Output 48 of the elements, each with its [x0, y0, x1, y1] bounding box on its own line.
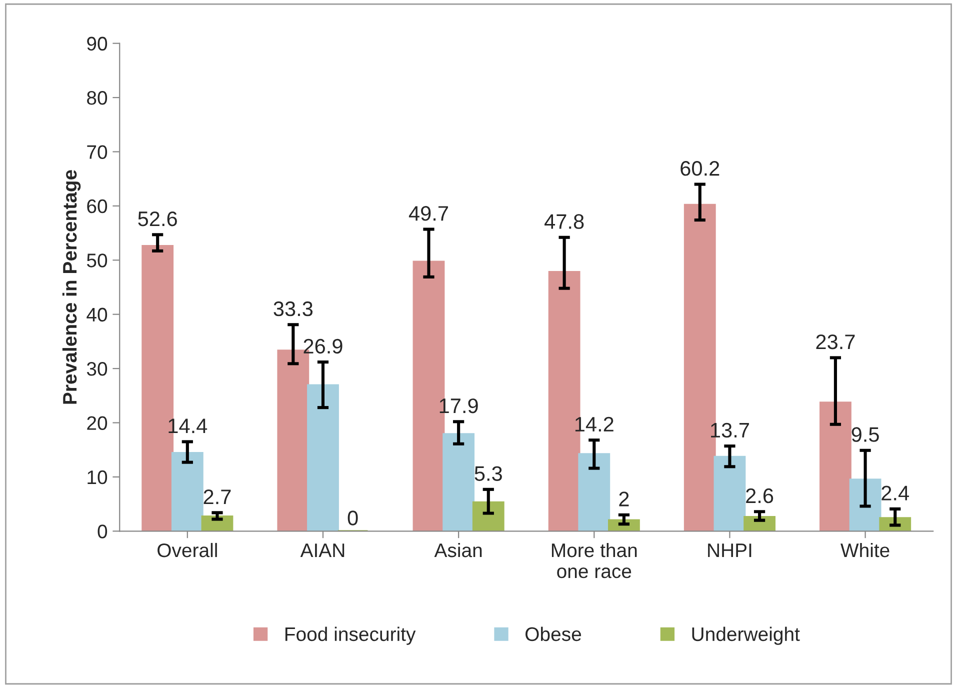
data-label: 49.7 — [408, 206, 448, 221]
x-tick-label: NHPI — [708, 544, 752, 558]
data-label: 2.6 — [746, 488, 774, 504]
x-tick-label: Overall — [158, 542, 217, 558]
y-axis-title: Prevalence in Percentage — [62, 170, 81, 404]
data-label: 9.5 — [852, 427, 879, 442]
data-label: 23.7 — [816, 334, 855, 350]
bar — [578, 453, 610, 532]
y-tick-label: 70 — [87, 145, 108, 159]
bar — [714, 456, 746, 532]
legend-label: Obese — [526, 626, 582, 642]
x-tick-label: AIAN — [300, 544, 344, 558]
bar — [472, 501, 504, 532]
data-label: 60.2 — [680, 161, 720, 176]
data-label: 17.9 — [440, 398, 478, 414]
y-tick-label: 20 — [87, 416, 108, 430]
y-tick-label: 50 — [86, 254, 108, 268]
data-label: 2.7 — [204, 490, 231, 504]
x-tick-label: White — [840, 542, 890, 558]
y-tick-label: 60 — [87, 199, 108, 214]
y-tick-label: 40 — [86, 308, 108, 322]
data-label: 5.3 — [474, 466, 502, 481]
data-label: 14.2 — [575, 416, 614, 432]
bar — [307, 384, 339, 532]
y-tick-label: 30 — [86, 362, 108, 376]
data-label: 2 — [619, 492, 629, 506]
data-label: 52.6 — [138, 211, 177, 226]
bar — [201, 515, 234, 532]
y-tick-label: 80 — [87, 91, 108, 105]
data-label: 0 — [348, 510, 358, 526]
data-label: 33.3 — [274, 301, 313, 316]
data-label: 14.4 — [168, 418, 208, 434]
x-tick-label: More than one race — [552, 542, 637, 578]
data-label: 2.4 — [882, 486, 909, 500]
legend-label: Food insecurity — [285, 626, 416, 645]
data-label: 47.8 — [544, 214, 584, 229]
bar — [171, 452, 204, 532]
y-tick-label: 90 — [87, 36, 108, 51]
y-tick-label: 0 — [98, 524, 108, 538]
bar — [442, 433, 475, 532]
data-label: 13.7 — [711, 422, 749, 438]
bar — [849, 478, 882, 532]
x-tick-label: Asian — [434, 542, 482, 558]
bar — [744, 516, 776, 532]
data-label: 26.9 — [304, 338, 342, 354]
legend-label: Underweight — [692, 626, 800, 645]
bar — [820, 402, 852, 532]
y-tick-label: 10 — [88, 470, 108, 484]
